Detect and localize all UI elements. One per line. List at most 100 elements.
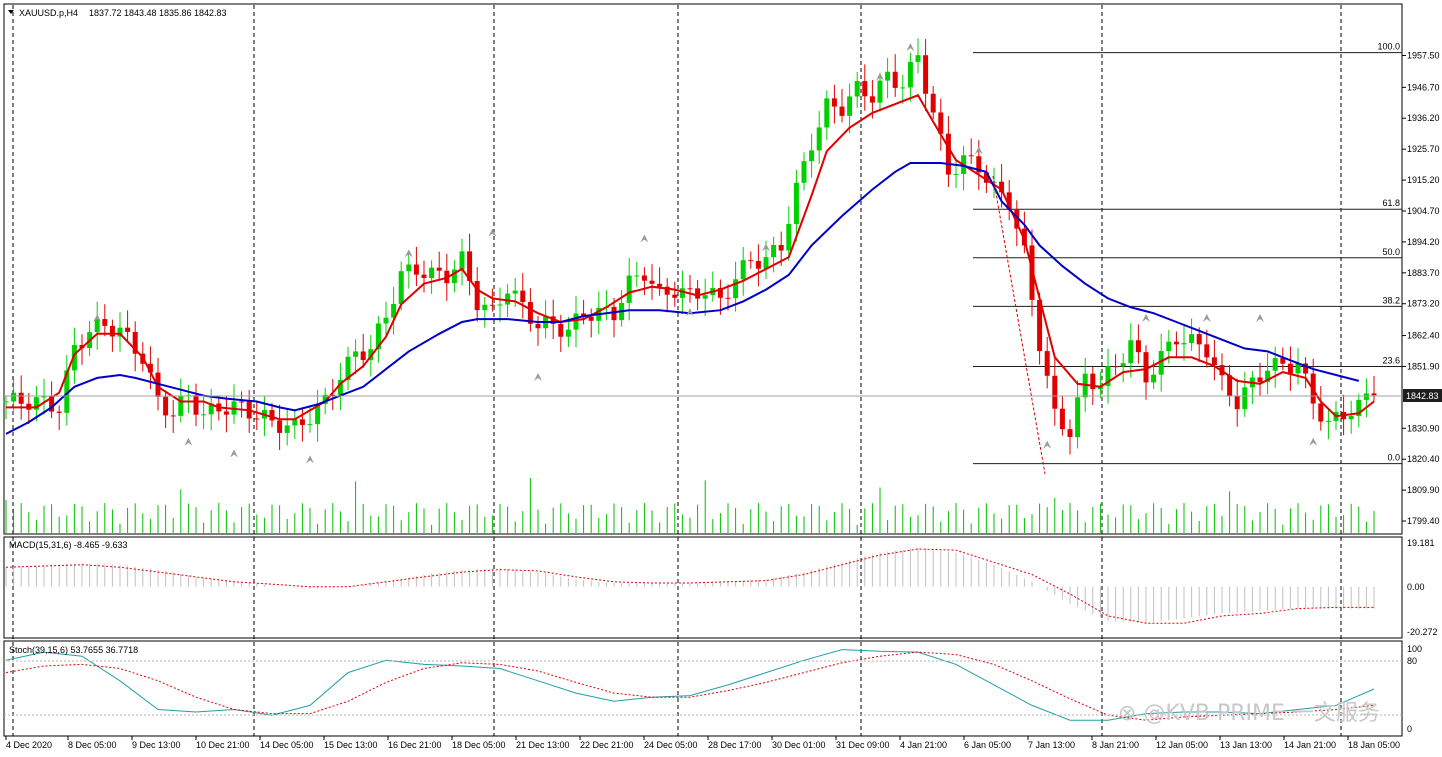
candle-body (307, 424, 313, 426)
candle-body (277, 420, 283, 433)
candle-body (398, 271, 404, 304)
candle-body (482, 304, 488, 311)
candle-body (634, 275, 640, 277)
candle-body (284, 425, 290, 433)
candle-body (1211, 357, 1217, 366)
candle-body (1348, 415, 1354, 420)
price-tick-label: 1904.70 (1407, 206, 1440, 216)
candle-body (953, 173, 959, 175)
fractal-arrow-icon (876, 72, 884, 81)
candle-body (1181, 343, 1187, 345)
candle-body (771, 244, 777, 258)
ohlc-open: 1837.72 (89, 8, 122, 18)
macd-tick-top: 19.181 (1407, 538, 1435, 548)
stoch-title: Stoch(39,15,6) 53.7655 36.7718 (9, 645, 138, 655)
time-tick-label: 6 Jan 05:00 (964, 740, 1011, 750)
candle-body (809, 150, 815, 162)
candle-body (1014, 209, 1020, 229)
candle-body (679, 288, 685, 298)
time-tick-label: 22 Dec 21:00 (580, 740, 634, 750)
candle-body (436, 267, 442, 271)
candle-body (223, 411, 229, 415)
fib-level-label: 0.0 (1387, 453, 1400, 463)
candle-body (1166, 341, 1172, 352)
candle-body (1242, 387, 1248, 410)
candle-body (611, 306, 617, 321)
time-tick-label: 8 Dec 05:00 (68, 740, 117, 750)
candle-body (786, 223, 792, 251)
candle-body (976, 156, 982, 173)
time-tick-label: 4 Jan 21:00 (900, 740, 947, 750)
candle-body (1356, 399, 1362, 416)
candle-body (687, 288, 693, 290)
fractal-arrow-icon (184, 437, 193, 446)
macd-pane[interactable] (3, 536, 1403, 639)
candle-body (907, 61, 913, 88)
candle-body (1090, 373, 1096, 390)
time-tick-label: 15 Dec 13:00 (324, 740, 378, 750)
candle-body (641, 275, 647, 281)
candle-body (1189, 334, 1195, 344)
stoch-d-line (5, 651, 1375, 721)
candle-body (558, 323, 564, 337)
candle-body (581, 313, 587, 317)
fib-trendline (992, 175, 1046, 475)
candle-body (315, 403, 321, 425)
candle-body (1173, 341, 1179, 345)
candle-body (565, 329, 571, 337)
stoch-pane[interactable] (3, 640, 1403, 737)
price-tick-label: 1883.70 (1407, 268, 1440, 278)
candle-body (900, 87, 906, 89)
candle-body (41, 396, 47, 398)
time-tick-label: 10 Dec 21:00 (196, 740, 250, 750)
candle-body (657, 283, 663, 287)
fractal-arrow-icon (1202, 314, 1211, 323)
macd-tick-zero: 0.00 (1407, 582, 1425, 592)
candle-body (49, 396, 55, 412)
candle-body (945, 133, 951, 175)
candle-body (497, 304, 503, 306)
candle-body (1113, 366, 1119, 368)
price-tick-label: 1809.90 (1407, 485, 1440, 495)
time-tick-label: 13 Jan 13:00 (1220, 740, 1272, 750)
candle-body (1204, 344, 1210, 358)
macd-tick-bottom: -20.272 (1407, 627, 1438, 637)
candle-body (1158, 351, 1164, 375)
candle-body (717, 287, 723, 298)
candle-body (360, 351, 366, 361)
fractal-arrow-icon (1256, 314, 1264, 323)
candle-body (1052, 375, 1058, 409)
macd-signal-line (5, 548, 1374, 624)
candle-body (1120, 363, 1126, 367)
candle-body (512, 290, 518, 294)
candle-body (1265, 370, 1271, 382)
stochastic-lines (5, 649, 1375, 721)
candle-body (839, 106, 845, 116)
candle-body (725, 297, 731, 299)
candle-body (178, 395, 184, 416)
symbol-menu-icon[interactable] (8, 10, 14, 14)
candle-body (1128, 340, 1134, 364)
candle-body (930, 93, 936, 113)
time-tick-label: 18 Jan 05:00 (1348, 740, 1400, 750)
stoch-tick-0: 0 (1407, 724, 1412, 734)
candle-body (1021, 228, 1027, 246)
candle-body (535, 323, 541, 329)
candle-body (170, 415, 176, 417)
candle-body (239, 401, 245, 403)
candle-body (254, 418, 260, 420)
fractal-arrow-icon (306, 455, 314, 464)
time-tick-label: 18 Dec 05:00 (452, 740, 506, 750)
time-tick-label: 14 Dec 05:00 (260, 740, 314, 750)
candle-body (1280, 358, 1286, 364)
candle-body (748, 260, 754, 262)
price-pane[interactable] (3, 3, 1403, 535)
candle-body (1059, 408, 1065, 430)
candle-body (877, 80, 883, 103)
candle-body (33, 397, 39, 410)
candle-body (1257, 377, 1263, 382)
candle-body (938, 112, 944, 134)
candle-body (201, 414, 207, 416)
candle-body (467, 251, 473, 282)
